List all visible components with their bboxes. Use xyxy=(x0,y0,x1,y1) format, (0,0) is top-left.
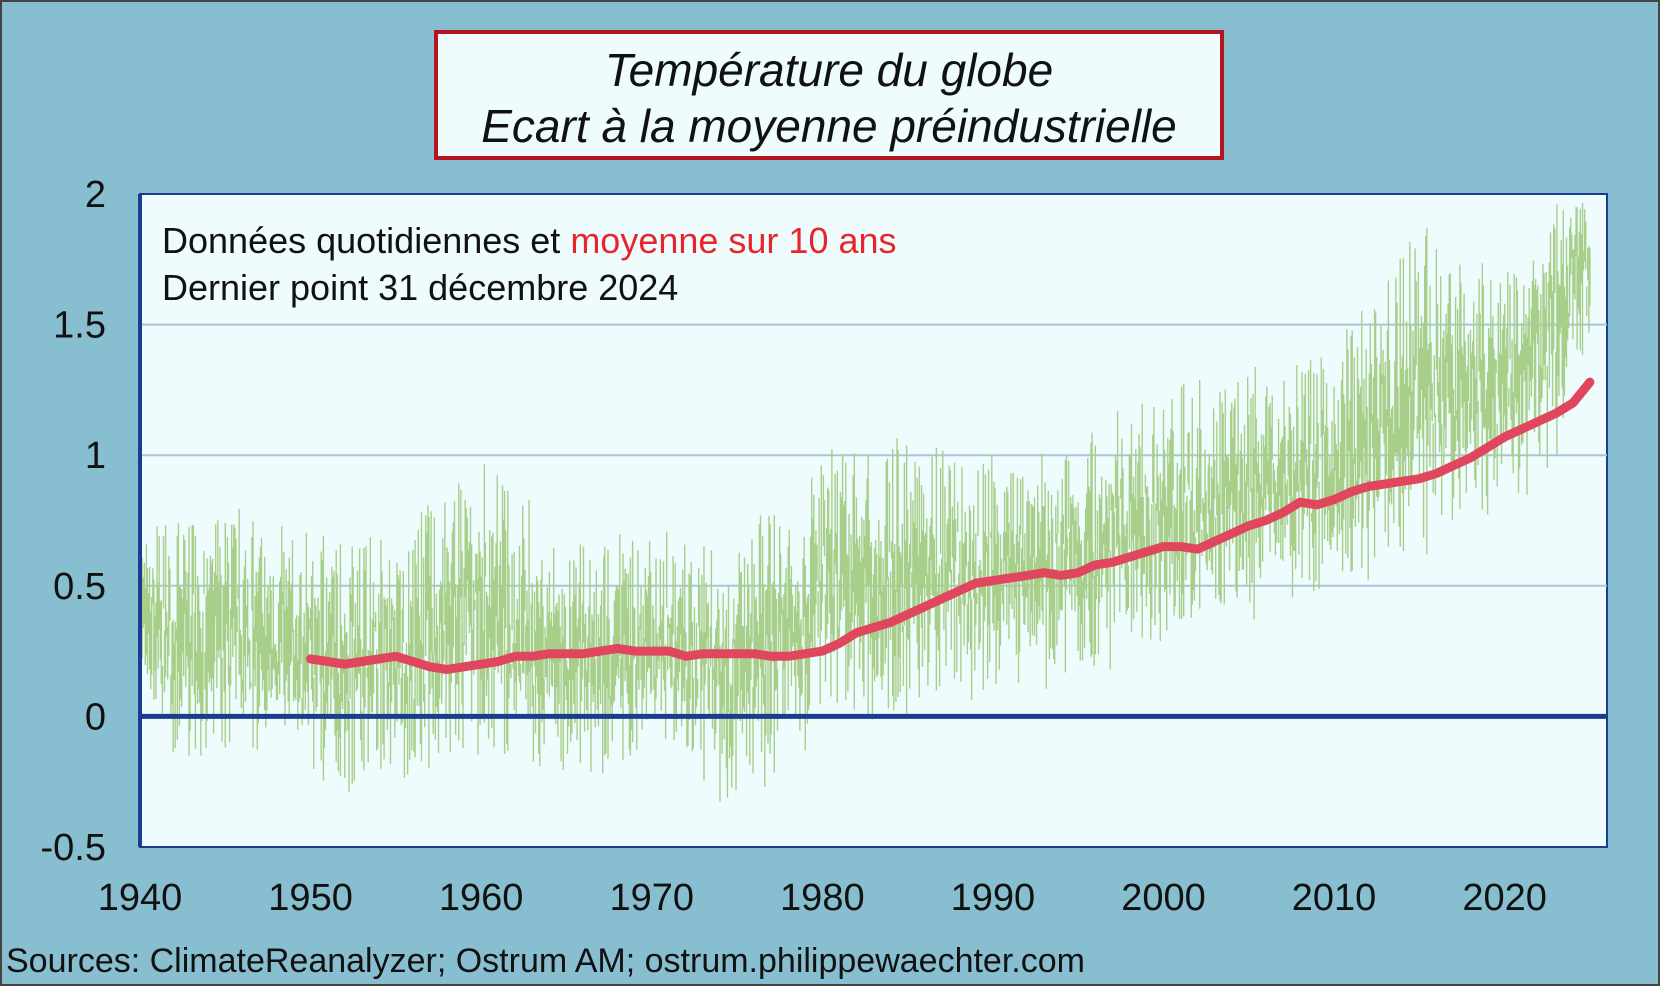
y-tick-label: 0.5 xyxy=(53,566,106,608)
x-tick-label: 1970 xyxy=(609,877,694,919)
x-tick-label: 1990 xyxy=(951,877,1036,919)
chart-subtitle: Ecart à la moyenne préindustrielle xyxy=(481,100,1177,152)
source-note: Sources: ClimateReanalyzer; Ostrum AM; o… xyxy=(6,942,1085,980)
x-tick-label: 2010 xyxy=(1292,877,1377,919)
chart-title: Température du globe xyxy=(604,44,1054,96)
annotation-line-1: Données quotidiennes et moyenne sur 10 a… xyxy=(162,220,897,262)
x-tick-label: 1950 xyxy=(268,877,353,919)
annotation-line-2: Dernier point 31 décembre 2024 xyxy=(162,267,679,308)
y-tick-label: 0 xyxy=(85,696,106,738)
x-tick-label: 1960 xyxy=(439,877,524,919)
y-tick-label: 2 xyxy=(85,174,106,216)
x-tick-label: 2020 xyxy=(1462,877,1547,919)
chart-title-box: Température du globe Ecart à la moyenne … xyxy=(434,30,1224,160)
moving-average-line xyxy=(306,377,1595,674)
x-tick-label: 1940 xyxy=(98,877,183,919)
y-tick-label: 1 xyxy=(85,435,106,477)
x-tick-label: 1980 xyxy=(780,877,865,919)
y-tick-label: 1.5 xyxy=(53,305,106,347)
x-tick-label: 2000 xyxy=(1121,877,1206,919)
y-tick-label: -0.5 xyxy=(41,827,106,869)
annotation-highlight: moyenne sur 10 ans xyxy=(570,220,897,261)
annotation-prefix: Données quotidiennes et xyxy=(162,220,571,261)
